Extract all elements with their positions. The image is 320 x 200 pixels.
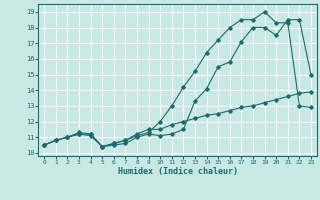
X-axis label: Humidex (Indice chaleur): Humidex (Indice chaleur)	[118, 167, 238, 176]
